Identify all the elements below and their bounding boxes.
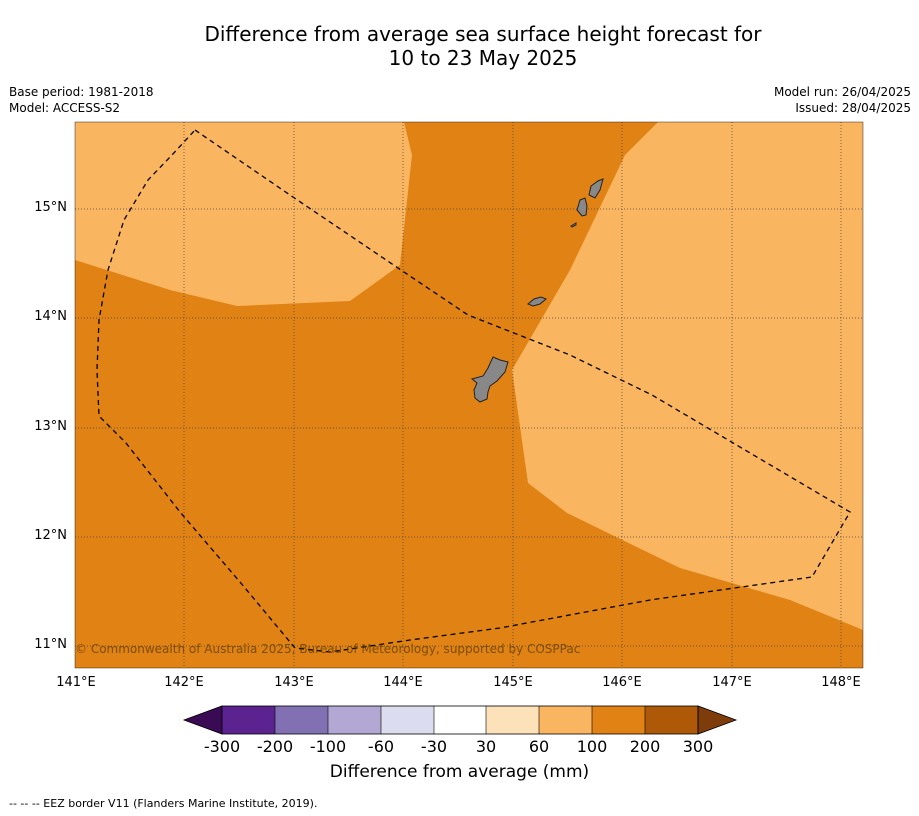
- island-saipan: [588, 178, 604, 199]
- graticule: [75, 122, 863, 668]
- colorbar-extend-low: [182, 705, 223, 735]
- colorbar-frame: [221, 705, 699, 735]
- map-frame: [74, 121, 864, 669]
- eez-legend-footer: -- -- -- EEZ border V11 (Flanders Marine…: [9, 797, 318, 810]
- issued-date: Issued: 28/04/2025: [795, 101, 911, 115]
- lon-label-144e: 144°E: [383, 675, 423, 690]
- colorbar-bin-3: [328, 706, 381, 734]
- colorbar-tick-label: -200: [256, 737, 294, 756]
- lon-label-143e: 143°E: [274, 675, 314, 690]
- lon-label-148e: 148°E: [821, 675, 861, 690]
- colorbar-tick-label: 30: [475, 737, 497, 756]
- colorbar: [182, 705, 738, 735]
- colorbar-tick-label: -60: [367, 737, 395, 756]
- model-name: Model: ACCESS-S2: [9, 101, 121, 115]
- colorbar-bin-1: [222, 706, 275, 734]
- lat-label-12n: 12°N: [34, 528, 67, 543]
- lat-label-13n: 13°N: [34, 419, 67, 434]
- colorbar-title: Difference from average (mm): [329, 762, 590, 782]
- colorbar-extend-high: [697, 705, 738, 735]
- colorbar-bin-4: [381, 706, 434, 734]
- colorbar-bin-2: [275, 706, 328, 734]
- eez-border: [96, 129, 851, 653]
- colorbar-tick-label: -100: [309, 737, 347, 756]
- colorbar-bin-6: [486, 706, 539, 734]
- island-tinian: [576, 197, 588, 217]
- model-run: Model run: 26/04/2025: [773, 85, 911, 99]
- island-aguijan: [570, 222, 577, 228]
- base-period: Base period: 1981-2018: [9, 85, 154, 99]
- island-guam: [470, 356, 509, 403]
- colorbar-tick-label: -300: [203, 737, 241, 756]
- colorbar-tick-label: -30: [420, 737, 448, 756]
- colorbar-tick-label: 200: [629, 737, 661, 756]
- lat-label-15n: 15°N: [34, 200, 67, 215]
- colorbar-tick-label: 300: [682, 737, 714, 756]
- lat-label-14n: 14°N: [34, 309, 67, 324]
- map-title: Difference from average sea surface heig…: [0, 22, 919, 70]
- title-line-2: 10 to 23 May 2025: [388, 46, 578, 70]
- colorbar-bin-7: [539, 706, 592, 734]
- colorbar-bin-8: [592, 706, 645, 734]
- islands: [470, 178, 604, 403]
- lon-label-146e: 146°E: [602, 675, 642, 690]
- map-area: [75, 122, 863, 668]
- colorbar-bin-5: [434, 706, 486, 734]
- island-rota: [527, 296, 547, 307]
- lon-label-147e: 147°E: [712, 675, 752, 690]
- colorbar-tick-label: 60: [528, 737, 550, 756]
- lon-label-145e: 145°E: [493, 675, 533, 690]
- anomaly-60-100-region-east: [512, 122, 863, 630]
- colorbar-bin-9: [645, 706, 698, 734]
- colorbar-dividers: [274, 706, 646, 734]
- meta-right: Model run: 26/04/2025 Issued: 28/04/2025: [774, 84, 911, 116]
- anomaly-60-100-region-northwest: [75, 122, 412, 306]
- lat-label-11n: 11°N: [34, 637, 67, 652]
- copyright-notice: © Commonwealth of Australia 2025, Bureau…: [75, 642, 581, 656]
- title-line-1: Difference from average sea surface heig…: [204, 22, 762, 46]
- meta-left: Base period: 1981-2018 Model: ACCESS-S2: [9, 84, 154, 116]
- lon-label-141e: 141°E: [56, 675, 96, 690]
- colorbar-tick-label: 100: [576, 737, 608, 756]
- lon-label-142e: 142°E: [164, 675, 204, 690]
